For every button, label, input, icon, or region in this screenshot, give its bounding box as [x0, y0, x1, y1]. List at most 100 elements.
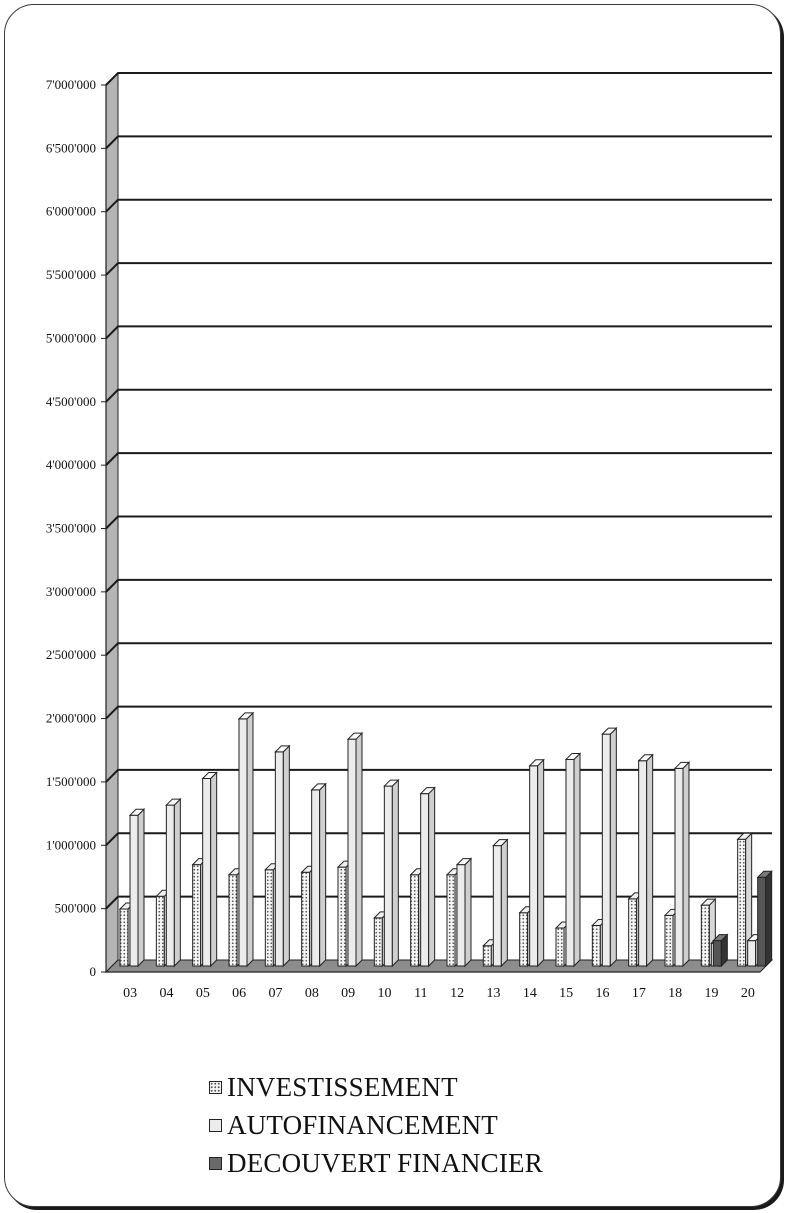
x-tick-label: 20: [741, 986, 755, 1001]
bar-front: [664, 914, 674, 967]
chart-frame: [4, 4, 781, 1207]
bar: [310, 782, 327, 968]
bar: [274, 744, 291, 968]
legend-item-decouvert: DECOUVERT FINANCIER: [209, 1144, 543, 1182]
bar-side: [500, 838, 508, 968]
bar-top: [346, 732, 364, 740]
bar: [637, 753, 654, 968]
y-tick-label: 2'500'000: [46, 647, 96, 662]
bar-top: [756, 870, 773, 878]
bar-side: [319, 782, 327, 968]
bar-front: [519, 912, 529, 967]
bar-top: [383, 779, 400, 787]
bar-front: [555, 927, 565, 967]
y-tick-label: 1'000'000: [46, 837, 96, 852]
bar-front: [129, 814, 139, 967]
bar: [492, 838, 509, 968]
legend-swatch-decouvert: [209, 1156, 222, 1170]
bar-front: [601, 733, 611, 967]
bar: [201, 771, 218, 968]
gridline: [105, 895, 772, 910]
y-tick-label: 4'000'000: [46, 457, 96, 472]
bar: [346, 731, 364, 968]
x-tick-label: 13: [487, 986, 501, 1001]
y-tick-label: 6'000'000: [46, 204, 96, 219]
bar: [237, 711, 255, 968]
legend-item-autofinancement: AUTOFINANCEMENT: [209, 1106, 543, 1144]
bar: [383, 778, 400, 968]
gridline: [105, 578, 772, 593]
x-tick-label: 04: [160, 986, 174, 1001]
bar-side: [173, 797, 181, 968]
bar-side: [355, 731, 363, 968]
bar-top: [310, 783, 327, 791]
x-tick-label: 10: [378, 986, 392, 1001]
bar-front: [301, 871, 311, 967]
bar: [736, 832, 753, 968]
x-tick-label: 17: [632, 986, 646, 1001]
bar-front: [311, 789, 321, 967]
bar-side: [464, 857, 472, 968]
bar-front: [383, 785, 393, 967]
bar-top: [700, 898, 717, 906]
bar-side: [246, 711, 254, 968]
bar-front: [700, 904, 710, 967]
bar-front: [373, 917, 383, 967]
x-tick-label: 14: [523, 986, 537, 1001]
bar-front: [591, 924, 601, 967]
bar-side: [428, 786, 436, 968]
bar-side: [609, 726, 617, 968]
x-tick-label: 08: [305, 986, 319, 1001]
bars-layer: [118, 711, 773, 968]
bar-side: [537, 758, 545, 968]
x-tick-label: 18: [668, 986, 682, 1001]
bar-side: [210, 771, 218, 968]
bar-front: [757, 876, 767, 967]
x-tick-label: 19: [705, 986, 719, 1001]
bar-side: [137, 808, 145, 968]
gridline: [105, 198, 772, 213]
bar: [419, 786, 436, 968]
bar-top: [673, 761, 691, 769]
bar-front: [238, 718, 248, 967]
bar-front: [165, 804, 175, 967]
y-tick-label: 5'000'000: [46, 330, 96, 345]
y-tick-label: 2'000'000: [46, 711, 96, 726]
bar: [165, 797, 182, 968]
y-tick-label: 3'500'000: [46, 521, 96, 536]
legend-label-decouvert: DECOUVERT FINANCIER: [227, 1147, 543, 1178]
gridline: [105, 768, 772, 783]
y-tick-label: 1'500'000: [46, 774, 96, 789]
bar-front: [674, 767, 684, 967]
bar-top: [564, 752, 582, 760]
bar-front: [482, 945, 492, 967]
bar-front: [228, 874, 238, 967]
bar-side: [391, 778, 399, 968]
bar-top: [601, 727, 618, 735]
gridline: [105, 388, 772, 403]
gridline: [105, 325, 772, 340]
bar-front: [274, 751, 284, 967]
y-tick-label: 7'000'000: [46, 77, 96, 92]
y-tick-label: 6'500'000: [46, 140, 96, 155]
bar-side: [573, 752, 581, 968]
bar: [128, 808, 146, 968]
bar-top: [637, 754, 654, 762]
gridline: [105, 262, 772, 276]
legend-label-autofinancement: AUTOFINANCEMENT: [227, 1109, 498, 1140]
x-tick-label: 11: [414, 986, 427, 1001]
bar-side: [765, 870, 773, 968]
bar-front: [529, 765, 539, 967]
bar-top: [165, 798, 182, 806]
bar-front: [712, 940, 722, 967]
bar-front: [155, 895, 165, 967]
gridline: [105, 515, 772, 530]
bar-front: [638, 760, 648, 967]
x-tick-label: 07: [269, 986, 283, 1001]
bar-top: [237, 712, 255, 720]
y-tick-label: 5'500'000: [46, 267, 96, 282]
bar-side: [682, 761, 690, 968]
y-tick-label: 500'000: [55, 901, 96, 916]
bar-top: [274, 745, 291, 753]
